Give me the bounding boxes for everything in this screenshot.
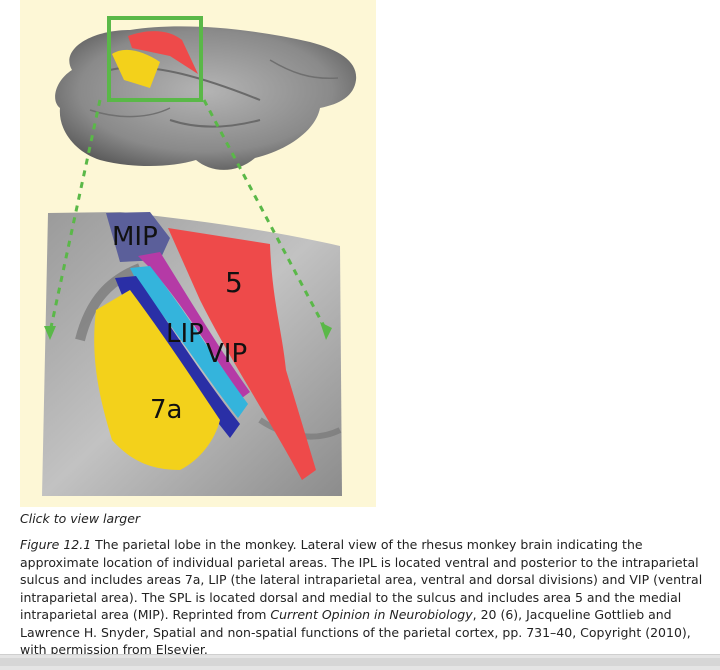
horizontal-scrollbar[interactable] bbox=[0, 654, 720, 670]
area-lip-dorsal bbox=[130, 266, 248, 418]
figure-label: Figure 12.1 bbox=[20, 537, 92, 552]
brain-lateral-view bbox=[55, 26, 357, 170]
brain-illustration: MIP 5 LIP VIP 7a bbox=[42, 16, 357, 496]
brain-area5-mini bbox=[128, 31, 198, 74]
label-lip: LIP bbox=[166, 319, 204, 349]
scrollbar-thumb[interactable] bbox=[0, 658, 720, 666]
figure-caption: Figure 12.1 The parietal lobe in the mon… bbox=[20, 536, 710, 659]
caption-text-2: , 20 (6), Jacqueline Gottlieb and Lawren… bbox=[20, 607, 691, 657]
area-mip bbox=[106, 212, 170, 262]
caption-text-1: The parietal lobe in the monkey. Lateral… bbox=[20, 537, 703, 622]
zoom-box bbox=[107, 16, 203, 102]
area-vip bbox=[138, 252, 250, 398]
label-mip: MIP bbox=[112, 222, 158, 252]
click-to-view-larger-link[interactable]: Click to view larger bbox=[20, 511, 141, 526]
area-5 bbox=[168, 228, 316, 480]
area-7a bbox=[94, 290, 220, 470]
label-7a: 7a bbox=[150, 395, 182, 425]
label-area5: 5 bbox=[225, 266, 243, 299]
brain-area7a-mini bbox=[112, 49, 160, 88]
journal-title: Current Opinion in Neurobiology bbox=[270, 607, 473, 622]
label-vip: VIP bbox=[206, 339, 247, 369]
figure-image[interactable]: MIP 5 LIP VIP 7a bbox=[20, 0, 376, 507]
